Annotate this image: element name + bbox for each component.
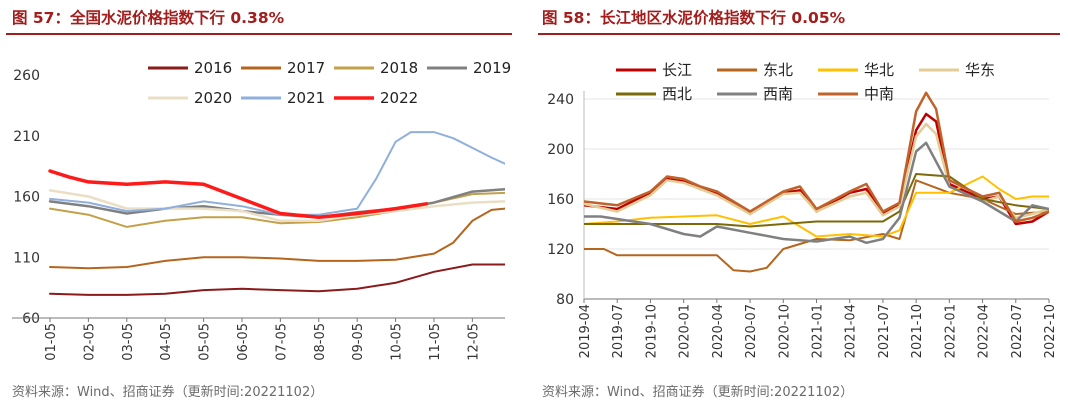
x-tick-label: 2022-01 (943, 304, 958, 358)
x-tick-label: 05-05 (198, 323, 213, 361)
y-tick-label: 110 (13, 250, 40, 266)
x-tick-label: 09-05 (351, 323, 366, 361)
right-chart-panel: 图 58：长江地区水泥价格指数下行 0.05% 80 120 160 200 240 20… (532, 0, 1068, 409)
legend-label: 华北 (864, 61, 894, 79)
x-tick-label: 06-05 (236, 323, 251, 361)
x-tick-label: 2019-10 (644, 304, 659, 358)
x-tick-label: 12-05 (466, 323, 481, 361)
right-chart-source: 资料来源：Wind、招商证券（更新时间:20221102） (542, 385, 854, 400)
y-tick-label: 60 (22, 311, 40, 327)
legend-label: 2022 (380, 89, 418, 107)
right-chart-title: 图 58：长江地区水泥价格指数下行 0.05% (542, 9, 846, 27)
right-title-rule (538, 33, 1060, 35)
y-tick-label: 160 (13, 190, 40, 206)
x-tick-label: 2022-07 (1010, 304, 1025, 358)
legend-label: 东北 (763, 61, 793, 79)
legend-label: 西北 (662, 85, 692, 103)
y-tick-label: 120 (547, 242, 574, 258)
y-tick-label: 80 (556, 292, 574, 308)
x-tick-label: 07-05 (274, 323, 289, 361)
x-tick-label: 2022-04 (977, 304, 992, 358)
legend-label: 2016 (194, 59, 232, 77)
right-line-chart: 80 120 160 200 240 2019-04 2019-07 2019-10 2020-… (547, 61, 1058, 358)
x-tick-label: 01-05 (44, 323, 59, 361)
left-title-rule (6, 33, 512, 35)
series-line-华北 (584, 175, 1049, 238)
x-tick-label: 2020-04 (711, 304, 726, 358)
left-chart-panel: 图 57：全国水泥价格指数下行 0.38% 60 110 160 210 260 01-0… (0, 0, 520, 409)
x-tick-label: 2020-01 (678, 304, 693, 358)
x-tick-label: 04-05 (159, 323, 174, 361)
x-tick-label: 2021-01 (811, 304, 826, 358)
left-line-chart: 60 110 160 210 260 01-05 02-05 03-05 04-05 05-05 0… (12, 56, 515, 361)
left-chart-source: 资料来源：Wind、招商证券（更新时间:20221102） (12, 385, 324, 400)
legend-label: 2017 (287, 59, 325, 77)
series-line-中南 (584, 91, 1049, 223)
x-tick-label: 10-05 (390, 323, 405, 361)
series-line-2020 (48, 189, 505, 223)
series-line-2022 (48, 169, 429, 219)
legend-label: 中南 (864, 85, 894, 103)
x-tick-label: 2021-10 (910, 304, 925, 358)
x-tick-label: 2019-04 (578, 304, 593, 358)
y-tick-label: 210 (13, 129, 40, 145)
y-tick-label: 160 (547, 192, 574, 208)
x-tick-label: 02-05 (82, 323, 97, 361)
series-line-华东 (584, 122, 1049, 220)
series-line-2017 (49, 207, 505, 270)
x-tick-label: 2021-07 (877, 304, 892, 358)
legend-label: 2021 (287, 89, 325, 107)
left-chart-title: 图 57：全国水泥价格指数下行 0.38% (12, 9, 285, 27)
legend-label: 长江 (662, 61, 692, 79)
x-tick-label: 03-05 (121, 323, 136, 361)
y-tick-label: 200 (547, 142, 574, 158)
legend-label: 华东 (965, 61, 995, 79)
series-line-2016 (49, 263, 505, 296)
x-tick-label: 2019-07 (611, 304, 626, 358)
legend-label: 2019 (473, 59, 511, 77)
legend-label: 西南 (763, 85, 793, 103)
x-tick-label: 08-05 (313, 323, 328, 361)
x-tick-label: 2021-04 (844, 304, 859, 358)
x-tick-label: 11-05 (428, 323, 443, 361)
legend-label: 2018 (380, 59, 418, 77)
series-line-2021 (49, 131, 505, 216)
y-tick-label: 240 (547, 92, 574, 108)
legend-label: 2020 (194, 89, 232, 107)
x-tick-label: 2020-10 (777, 304, 792, 358)
y-tick-label: 260 (13, 68, 40, 84)
x-tick-label: 2020-07 (744, 304, 759, 358)
x-tick-label: 2022-10 (1043, 304, 1058, 358)
series-line-西南 (584, 141, 1049, 245)
